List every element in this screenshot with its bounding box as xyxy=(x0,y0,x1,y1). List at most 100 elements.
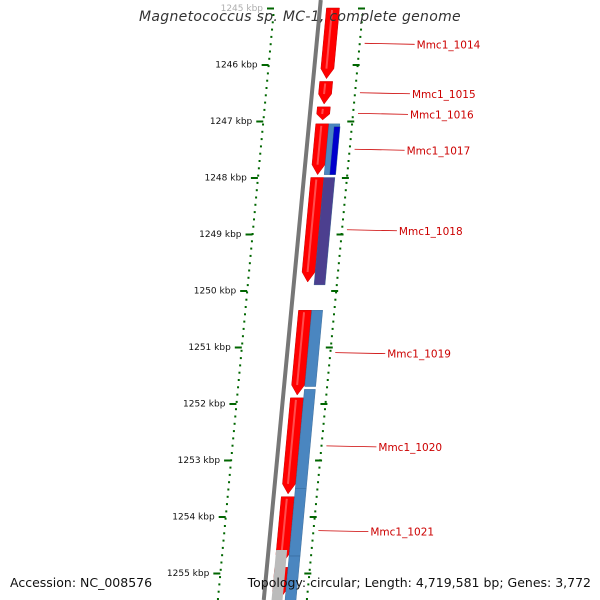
gene-label-leader xyxy=(335,352,386,355)
gc-skew-dot xyxy=(355,79,358,82)
gene-label-leader xyxy=(346,229,397,232)
gc-skew-dot xyxy=(317,481,320,484)
gc-skew-dot xyxy=(344,189,347,192)
gc-skew-dot xyxy=(348,152,351,155)
gc-skew-dot xyxy=(315,495,318,498)
kbp-tick-label: 1250 kbp xyxy=(194,287,237,297)
gc-skew-dot xyxy=(223,525,226,527)
gc-skew-dot xyxy=(332,320,335,323)
gene-label-leader xyxy=(326,445,377,448)
cds-highlight xyxy=(306,179,318,273)
gc-skew-dot xyxy=(250,247,253,250)
gc-skew-dot xyxy=(240,349,243,352)
gc-skew-dot xyxy=(351,116,354,119)
gc-skew-dot xyxy=(328,364,331,367)
gc-skew-dot xyxy=(330,342,333,345)
gc-skew-dot xyxy=(354,87,357,89)
gc-skew-dot xyxy=(323,408,326,411)
gc-skew-dot xyxy=(308,568,311,571)
gc-skew-dot xyxy=(338,254,341,257)
gc-skew-dot xyxy=(222,539,225,542)
gc-skew-dot xyxy=(226,495,229,498)
gc-skew-dot xyxy=(225,503,228,506)
cds-arrow xyxy=(301,177,325,283)
gc-skew-dot xyxy=(321,437,324,440)
gc-skew-dot xyxy=(241,335,244,338)
gc-skew-dot xyxy=(355,72,358,75)
gc-skew-dot xyxy=(219,576,222,579)
blast-hit-block xyxy=(313,177,336,286)
gc-skew-dot xyxy=(244,306,247,308)
gc-skew-dot xyxy=(266,72,269,75)
gc-skew-dot xyxy=(312,525,315,527)
gc-skew-dot xyxy=(330,335,333,338)
genome-summary: Topology: circular; Length: 4,719,581 bp… xyxy=(247,575,591,590)
gc-skew-dot xyxy=(321,430,324,433)
gc-skew-dot xyxy=(231,444,234,447)
kbp-tick-label: 1248 kbp xyxy=(204,174,247,184)
gc-skew-dot xyxy=(360,28,363,31)
gc-skew-dot xyxy=(329,349,332,352)
gc-skew-dot xyxy=(235,400,238,403)
backbone-track xyxy=(259,0,326,600)
kbp-tick-label: 1245 kbp xyxy=(221,4,264,14)
gc-skew-dot xyxy=(239,357,242,360)
cds-arrow xyxy=(291,310,312,396)
gene-label-mmc1_1017: Mmc1_1017 xyxy=(407,145,471,157)
gc-skew-dot xyxy=(267,65,270,68)
gc-skew-dot xyxy=(324,400,327,403)
kbp-tick-label: 1253 kbp xyxy=(178,456,221,466)
gc-skew-dot xyxy=(309,561,312,564)
gc-skew-dot xyxy=(248,269,251,272)
gene-labels: Mmc1_1014 Mmc1_1015 Mmc1_1016 Mmc1_1017 Mmc1… xyxy=(318,39,481,539)
gc-skew-dot xyxy=(349,138,352,141)
cds-arrow xyxy=(282,397,304,495)
gc-skew-dot xyxy=(248,262,251,265)
gc-skew-dot xyxy=(326,386,329,389)
gc-skew-dot xyxy=(246,284,249,287)
gc-skew-dot xyxy=(320,444,323,447)
gc-skew-dot xyxy=(336,276,339,279)
gc-skew-dot xyxy=(345,181,348,184)
gc-skew-dot xyxy=(261,130,264,133)
gc-skew-dot xyxy=(316,488,319,491)
gc-skew-dot xyxy=(337,269,340,272)
gc-skew-dot xyxy=(342,218,345,221)
gene-label-mmc1_1014: Mmc1_1014 xyxy=(417,39,481,51)
gc-skew-dot xyxy=(221,554,224,557)
gc-skew-dot xyxy=(306,590,309,593)
gc-skew-dot xyxy=(255,189,258,192)
gc-skew-dot xyxy=(308,576,311,579)
gc-skew-dot xyxy=(266,79,269,82)
gc-skew-dot xyxy=(229,466,232,469)
kbp-ruler: 1245 kbp 1246 kbp 1247 kbp 1248 kbp 1249 kbp… xyxy=(167,4,365,579)
gc-skew-dot xyxy=(305,598,308,600)
gc-skew-dot xyxy=(358,43,361,46)
gc-skew-dot xyxy=(346,174,349,177)
gc-skew-dot xyxy=(257,167,260,170)
gc-skew-dot xyxy=(344,196,347,199)
gc-skew-dot xyxy=(325,393,328,396)
gc-skew-dot xyxy=(350,130,353,133)
gene-label-mmc1_1020: Mmc1_1020 xyxy=(378,442,442,454)
gene-label-mmc1_1021: Mmc1_1021 xyxy=(370,527,434,539)
gc-skew-dot xyxy=(236,393,239,396)
gc-skew-dot xyxy=(310,554,313,557)
gc-skew-dot xyxy=(223,532,226,535)
gc-skew-dot xyxy=(258,160,261,162)
gc-skew-dot xyxy=(361,14,364,16)
gc-skew-dot xyxy=(250,240,253,243)
gene-label-leader xyxy=(318,530,369,533)
gc-skew-dot xyxy=(264,94,267,97)
gc-skew-dot xyxy=(262,123,265,126)
gene-label-mmc1_1019: Mmc1_1019 xyxy=(387,349,451,361)
cds-highlight xyxy=(280,498,288,555)
gc-skew-dot xyxy=(341,225,344,228)
gc-skew-dot xyxy=(228,481,231,484)
gc-skew-dot xyxy=(251,233,254,235)
gc-skew-dot xyxy=(313,517,316,520)
gc-skew-dot xyxy=(319,452,322,454)
gc-skew-dot xyxy=(253,211,256,214)
blast-hit-block xyxy=(271,550,288,600)
